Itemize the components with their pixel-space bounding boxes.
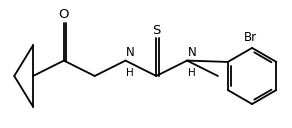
Text: Br: Br [244,31,257,44]
Text: H: H [188,68,196,78]
Text: H: H [126,68,134,78]
Text: N: N [188,46,197,59]
Text: S: S [152,24,160,37]
Text: N: N [126,46,135,59]
Text: O: O [59,8,69,21]
